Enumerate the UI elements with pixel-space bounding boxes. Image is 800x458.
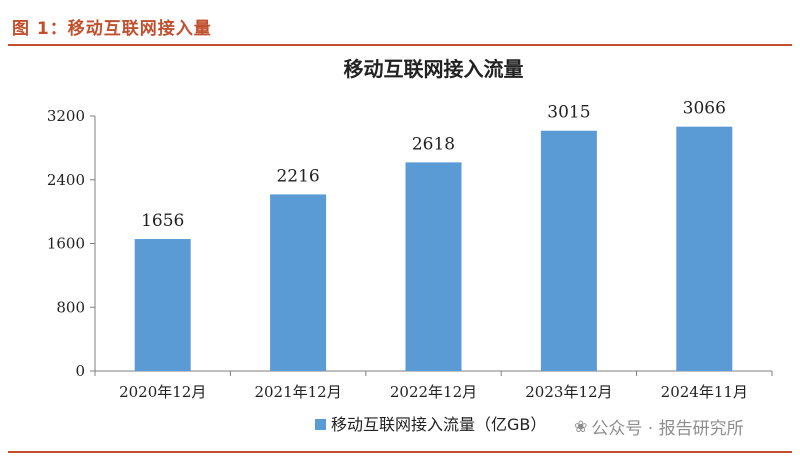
data-label: 3066	[683, 99, 726, 119]
x-tick-label: 2022年12月	[390, 383, 477, 401]
data-label: 3015	[547, 103, 590, 123]
bar	[405, 162, 462, 371]
data-label: 1656	[141, 211, 184, 231]
bar	[676, 126, 733, 371]
y-tick-label: 800	[56, 298, 85, 316]
x-tick-label: 2021年12月	[254, 383, 341, 401]
bottom-divider	[8, 451, 792, 453]
legend-label: 移动互联网接入流量（亿GB）	[331, 415, 546, 434]
top-divider	[8, 44, 792, 46]
y-tick-label: 2400	[47, 171, 85, 189]
y-tick-label: 3200	[47, 107, 85, 125]
chart-title: 移动互联网接入流量	[344, 57, 524, 81]
x-tick-label: 2023年12月	[525, 383, 612, 401]
data-label: 2618	[412, 134, 455, 154]
legend-swatch	[315, 419, 326, 430]
bar	[540, 130, 597, 371]
data-label: 2216	[276, 166, 319, 186]
watermark-text: 公众号 · 报告研究所	[591, 419, 744, 439]
bar	[270, 194, 327, 371]
y-tick-label: 1600	[47, 235, 85, 253]
watermark: ❀ 公众号 · 报告研究所	[574, 414, 744, 439]
x-tick-label: 2020年12月	[119, 383, 206, 401]
wechat-icon: ❀	[574, 417, 588, 436]
bar	[134, 239, 191, 371]
x-tick-label: 2024年11月	[661, 383, 748, 401]
y-tick-label: 0	[75, 362, 85, 380]
figure-caption: 图 1：移动互联网接入量	[12, 19, 212, 39]
